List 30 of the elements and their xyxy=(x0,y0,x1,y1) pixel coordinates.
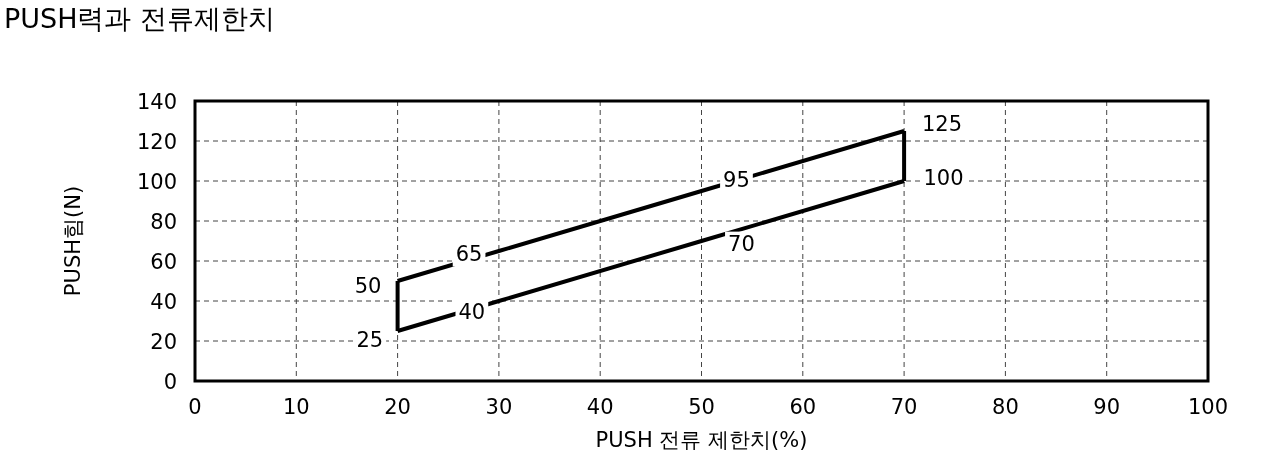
data-label: 70 xyxy=(728,231,755,256)
data-label: 95 xyxy=(723,167,750,192)
data-label: 125 xyxy=(922,112,963,137)
y-tick-label: 0 xyxy=(163,370,177,394)
x-tick-label: 50 xyxy=(688,395,715,419)
x-tick-label: 100 xyxy=(1187,395,1229,419)
x-tick-label: 10 xyxy=(282,395,310,419)
x-tick-label: 70 xyxy=(890,395,918,419)
y-tick-label: 100 xyxy=(136,170,177,194)
data-label: 25 xyxy=(356,328,384,353)
data-label: 65 xyxy=(455,242,483,267)
y-tick-label: 80 xyxy=(150,210,177,234)
chart-title: PUSH력과 전류제한치 xyxy=(4,3,276,34)
x-tick-label: 90 xyxy=(1093,395,1121,419)
data-label: 50 xyxy=(354,274,382,299)
y-tick-label: 40 xyxy=(150,290,177,314)
y-tick-label: 140 xyxy=(136,90,177,114)
x-axis-title: PUSH 전류 제한치(%) xyxy=(595,428,808,452)
x-tick-label: 80 xyxy=(992,395,1019,419)
x-tick-label: 20 xyxy=(384,395,411,419)
y-axis-title: PUSH힘(N) xyxy=(61,185,85,297)
y-tick-label: 20 xyxy=(150,330,177,354)
y-tick-label: 120 xyxy=(136,130,177,154)
data-label: 100 xyxy=(923,165,964,190)
x-tick-label: 0 xyxy=(188,395,202,419)
x-tick-label: 40 xyxy=(586,395,614,419)
y-tick-label: 60 xyxy=(150,250,177,274)
x-tick-label: 30 xyxy=(485,395,513,419)
data-label: 40 xyxy=(458,299,486,324)
x-tick-label: 60 xyxy=(789,395,817,419)
